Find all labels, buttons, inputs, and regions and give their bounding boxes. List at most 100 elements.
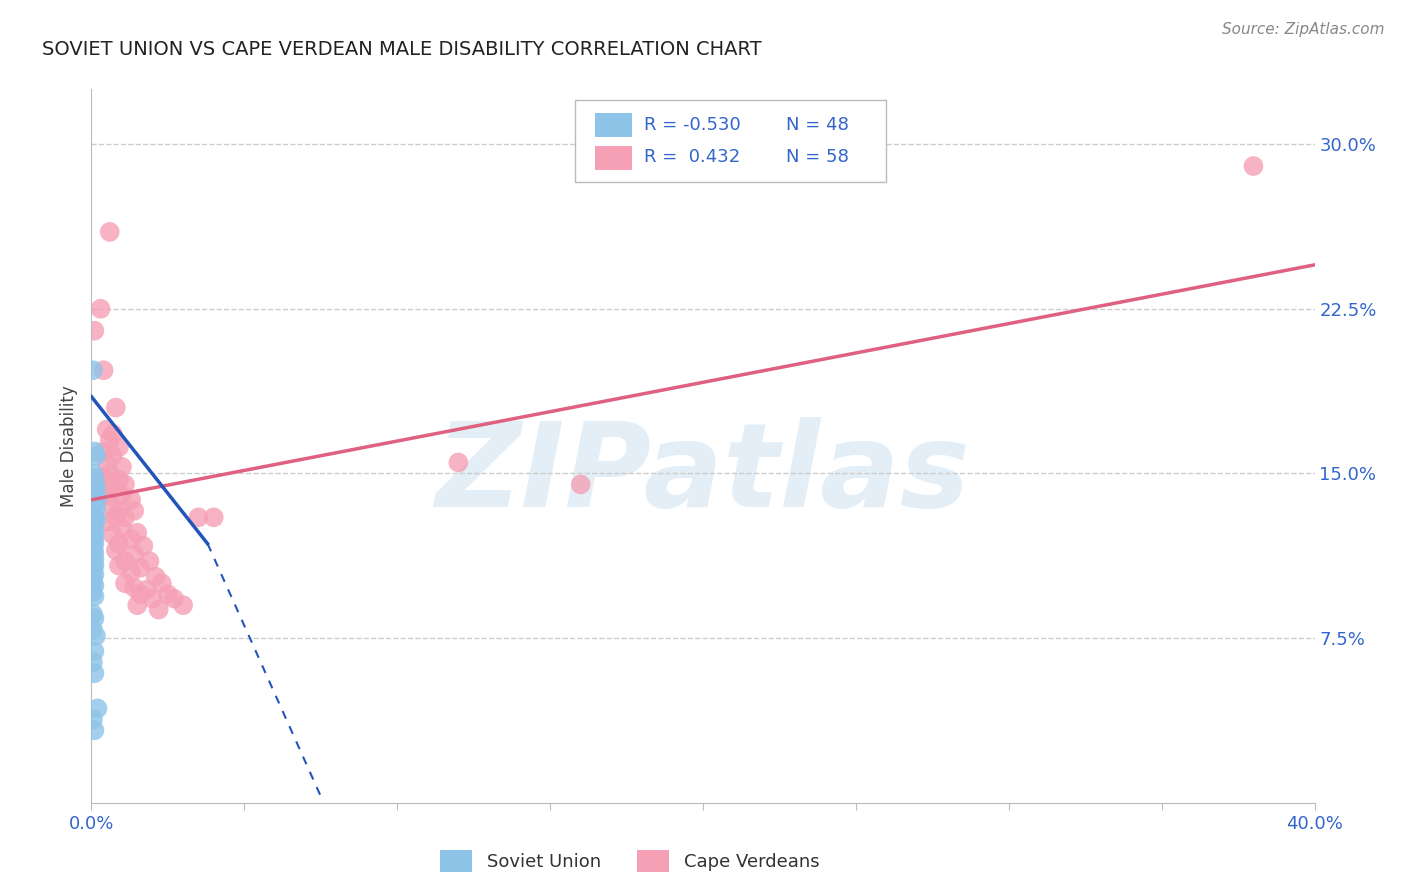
Point [82,534,104,549]
Point [86,701,108,715]
Point [96,515,118,529]
Point [98,467,121,481]
Point [82,363,104,377]
Point [569,477,592,491]
Point [122,548,145,562]
Point [84,449,107,463]
Point [127,598,149,612]
Point [101,426,124,441]
Point [86,491,108,505]
Point [120,533,142,547]
Point [150,576,173,591]
Point [101,449,124,463]
Point [114,477,136,491]
Point [83,723,105,738]
Point [82,563,104,577]
Point [82,552,104,566]
Point [82,541,104,555]
Point [111,521,134,535]
Point [83,471,105,485]
Point [83,508,105,523]
Point [82,530,104,544]
Point [96,455,118,469]
Point [122,504,145,518]
Point [447,455,470,469]
Point [83,519,105,533]
Point [83,578,105,592]
Point [84,480,107,494]
Point [82,655,104,669]
Point [120,492,142,507]
Point [108,504,131,518]
Point [111,459,134,474]
Point [82,574,104,588]
Point [93,363,115,377]
Point [82,477,104,491]
Text: SOVIET UNION VS CAPE VERDEAN MALE DISABILITY CORRELATION CHART: SOVIET UNION VS CAPE VERDEAN MALE DISABI… [42,40,762,59]
Legend: Soviet Union, Cape Verdeans: Soviet Union, Cape Verdeans [433,843,827,880]
Point [83,495,105,509]
Text: N = 58: N = 58 [786,148,849,166]
Point [98,434,121,448]
Point [84,629,107,643]
Point [83,483,105,498]
Point [135,582,157,597]
Point [93,444,115,458]
Text: R =  0.432: R = 0.432 [644,148,741,166]
Point [83,444,105,458]
Point [93,471,115,485]
FancyBboxPatch shape [595,113,633,137]
Text: Source: ZipAtlas.com: Source: ZipAtlas.com [1222,22,1385,37]
Point [187,510,209,524]
Point [108,558,131,573]
Point [82,585,104,599]
Point [104,543,127,558]
Point [83,525,105,540]
Point [83,611,105,625]
Point [104,510,127,524]
Point [83,666,105,681]
Point [127,525,149,540]
Point [122,581,145,595]
Text: N = 48: N = 48 [786,116,849,134]
Point [83,552,105,566]
Point [202,510,225,524]
Point [82,557,104,571]
Point [83,590,105,604]
Point [101,528,124,542]
Point [132,539,155,553]
Point [108,537,131,551]
Point [96,423,118,437]
Point [104,401,127,415]
Point [111,488,134,502]
Point [82,488,104,502]
Point [82,712,104,726]
Point [83,558,105,573]
Point [83,545,105,559]
Point [82,519,104,533]
Point [129,561,152,575]
Point [82,623,104,637]
Point [82,524,104,538]
Point [114,554,136,568]
Point [82,607,104,621]
Point [108,440,131,454]
Point [172,598,194,612]
Y-axis label: Male Disability: Male Disability [59,385,77,507]
Point [83,567,105,582]
Point [148,602,170,616]
Point [96,488,118,502]
Point [114,510,136,524]
Point [83,512,105,526]
Point [98,477,121,491]
Point [108,473,131,487]
Point [83,644,105,658]
FancyBboxPatch shape [595,146,633,169]
Point [83,537,105,551]
Point [104,482,127,496]
Point [156,587,179,601]
Point [120,566,142,580]
Point [83,324,105,338]
Point [82,467,104,481]
Point [90,301,112,316]
